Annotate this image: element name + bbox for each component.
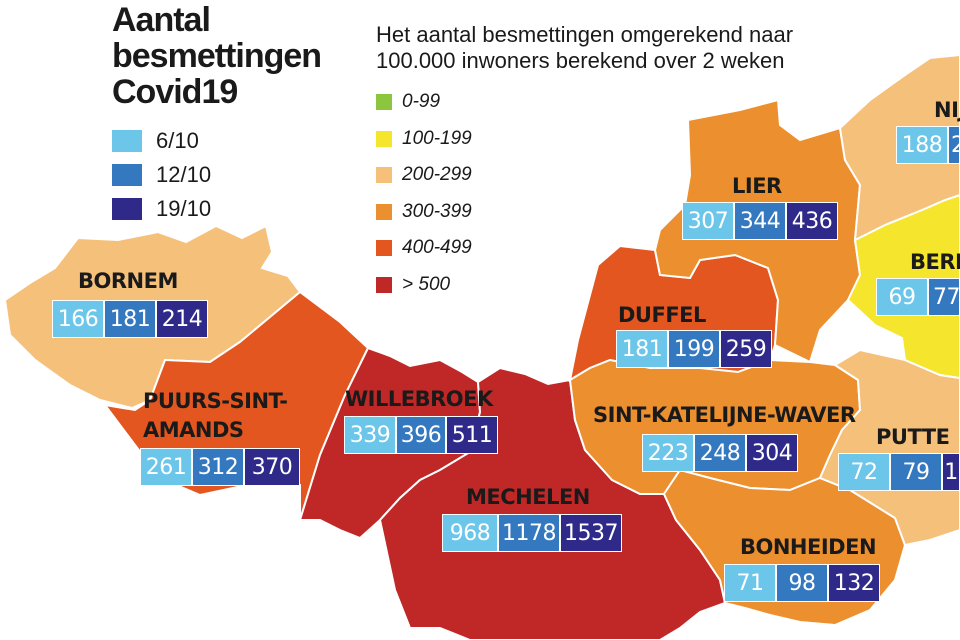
value-6-10: 181 [616, 330, 668, 368]
value-12-10: 199 [668, 330, 720, 368]
numbox-bonheiden: 71 98 132 [724, 564, 880, 602]
range-legend-item: > 500 [376, 267, 472, 304]
range-swatch [376, 203, 392, 220]
numbox-mechelen: 968 1178 1537 [442, 514, 622, 552]
subtitle-line: Het aantal besmettingen omgerekend naar [376, 22, 794, 47]
range-swatch [376, 94, 392, 111]
map-subtitle: Het aantal besmettingen omgerekend naar … [376, 22, 846, 74]
numbox-puurs-sint-amands: 261 312 370 [140, 448, 300, 486]
range-swatch [376, 167, 392, 184]
title-line: besmettingen [112, 37, 322, 75]
value-19-10: 1537 [560, 514, 622, 552]
value-19-10: 259 [720, 330, 772, 368]
value-6-10: 72 [838, 453, 890, 491]
date-legend-item: 19/10 [112, 192, 211, 226]
value-6-10: 166 [52, 300, 104, 338]
range-label: 0-99 [402, 91, 441, 113]
numbox-duffel: 181 199 259 [616, 330, 772, 368]
title-line: Covid19 [112, 73, 238, 111]
numbox-putte: 72 79 1 [838, 453, 960, 491]
municipality-name-bornem: BORNEM [78, 269, 178, 293]
value-12-10: 77 [928, 278, 960, 316]
range-label: > 500 [402, 273, 451, 295]
value-19-10: 214 [156, 300, 208, 338]
value-12-10: 396 [396, 416, 446, 454]
date-legend: 6/10 12/10 19/10 [112, 124, 211, 226]
range-legend-item: 100-199 [376, 121, 472, 158]
value-6-10: 968 [442, 514, 498, 552]
date-swatch [112, 198, 142, 220]
range-legend-item: 200-299 [376, 157, 472, 194]
numbox-bornem: 166 181 214 [52, 300, 208, 338]
numbox-lier: 307 344 436 [682, 202, 838, 240]
range-label: 300-399 [402, 200, 472, 222]
value-19-10: 511 [446, 416, 498, 454]
value-19-10: 436 [786, 202, 838, 240]
range-legend-item: 0-99 [376, 84, 472, 121]
value-6-10: 307 [682, 202, 734, 240]
value-19-10: 370 [244, 448, 300, 486]
municipality-name-bonheiden: BONHEIDEN [740, 535, 877, 559]
value-12-10: 1178 [498, 514, 560, 552]
range-swatch [376, 240, 392, 257]
municipality-name-sint-katelijne-waver: SINT-KATELIJNE-WAVER [593, 403, 856, 427]
date-label: 19/10 [156, 196, 212, 221]
subtitle-line: 100.000 inwoners berekend over 2 weken [376, 48, 785, 73]
value-12-10: 344 [734, 202, 786, 240]
range-swatch [376, 130, 392, 147]
value-19-10: 132 [828, 564, 880, 602]
municipality-name-berlaar: BERL [910, 250, 960, 274]
range-legend: 0-99 100-199 200-299 300-399 400-499 > 5… [376, 84, 472, 303]
municipality-name-mechelen: MECHELEN [466, 485, 590, 509]
value-6-10: 69 [876, 278, 928, 316]
municipality-name-nijlen: NIJ [934, 98, 960, 122]
map-title: Aantal besmettingen Covid19 [112, 2, 342, 110]
numbox-willebroek: 339 396 511 [344, 416, 498, 454]
title-line: Aantal [112, 1, 211, 39]
municipality-name-willebroek: WILLEBROEK [345, 387, 493, 411]
date-label: 12/10 [156, 162, 212, 187]
date-label: 6/10 [156, 128, 199, 153]
municipality-name-putte: PUTTE [876, 425, 950, 449]
numbox-nijlen: 188 2 [896, 126, 960, 164]
date-swatch [112, 164, 142, 186]
value-6-10: 188 [896, 126, 948, 164]
range-legend-item: 300-399 [376, 194, 472, 231]
municipality-name-puurs-line1: PUURS-SINT- [143, 389, 288, 413]
range-label: 200-299 [402, 164, 472, 186]
value-12-10: 2 [948, 126, 960, 164]
date-swatch [112, 130, 142, 152]
municipality-name-duffel: DUFFEL [618, 303, 706, 327]
range-legend-item: 400-499 [376, 230, 472, 267]
range-label: 100-199 [402, 127, 472, 149]
range-label: 400-499 [402, 237, 472, 259]
value-6-10: 223 [642, 434, 694, 472]
value-6-10: 261 [140, 448, 192, 486]
value-19-10: 304 [746, 434, 798, 472]
date-legend-item: 6/10 [112, 124, 211, 158]
value-12-10: 248 [694, 434, 746, 472]
value-12-10: 312 [192, 448, 244, 486]
value-12-10: 181 [104, 300, 156, 338]
value-12-10: 79 [890, 453, 942, 491]
municipality-name-lier: LIER [732, 174, 782, 198]
value-19-10: 1 [942, 453, 960, 491]
date-legend-item: 12/10 [112, 158, 211, 192]
numbox-berlaar: 69 77 [876, 278, 960, 316]
numbox-sint-katelijne-waver: 223 248 304 [642, 434, 798, 472]
value-12-10: 98 [776, 564, 828, 602]
value-6-10: 71 [724, 564, 776, 602]
value-6-10: 339 [344, 416, 396, 454]
range-swatch [376, 276, 392, 293]
municipality-name-puurs-line2: AMANDS [143, 418, 244, 442]
